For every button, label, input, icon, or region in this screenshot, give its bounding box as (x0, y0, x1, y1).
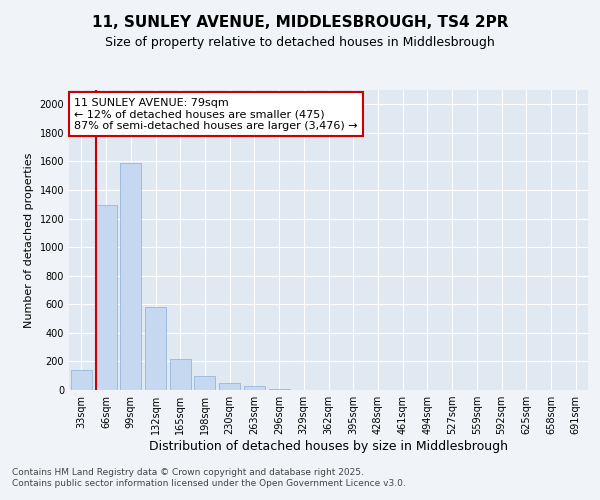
Bar (269, 388, 290, 390)
X-axis label: Distribution of detached houses by size in Middlesbrough: Distribution of detached houses by size … (149, 440, 508, 453)
Text: 11, SUNLEY AVENUE, MIDDLESBROUGH, TS4 2PR: 11, SUNLEY AVENUE, MIDDLESBROUGH, TS4 2P… (92, 15, 508, 30)
Bar (71, 370, 92, 390)
Bar (170, 360, 191, 390)
Bar (219, 383, 240, 390)
Bar (95, 205, 116, 390)
Bar (194, 376, 215, 390)
Bar (244, 386, 265, 390)
Y-axis label: Number of detached properties: Number of detached properties (24, 152, 34, 328)
Bar (120, 163, 141, 390)
Text: 11 SUNLEY AVENUE: 79sqm
← 12% of detached houses are smaller (475)
87% of semi-d: 11 SUNLEY AVENUE: 79sqm ← 12% of detache… (74, 98, 358, 130)
Text: Size of property relative to detached houses in Middlesbrough: Size of property relative to detached ho… (105, 36, 495, 49)
Bar (145, 307, 166, 390)
Text: Contains HM Land Registry data © Crown copyright and database right 2025.
Contai: Contains HM Land Registry data © Crown c… (12, 468, 406, 487)
